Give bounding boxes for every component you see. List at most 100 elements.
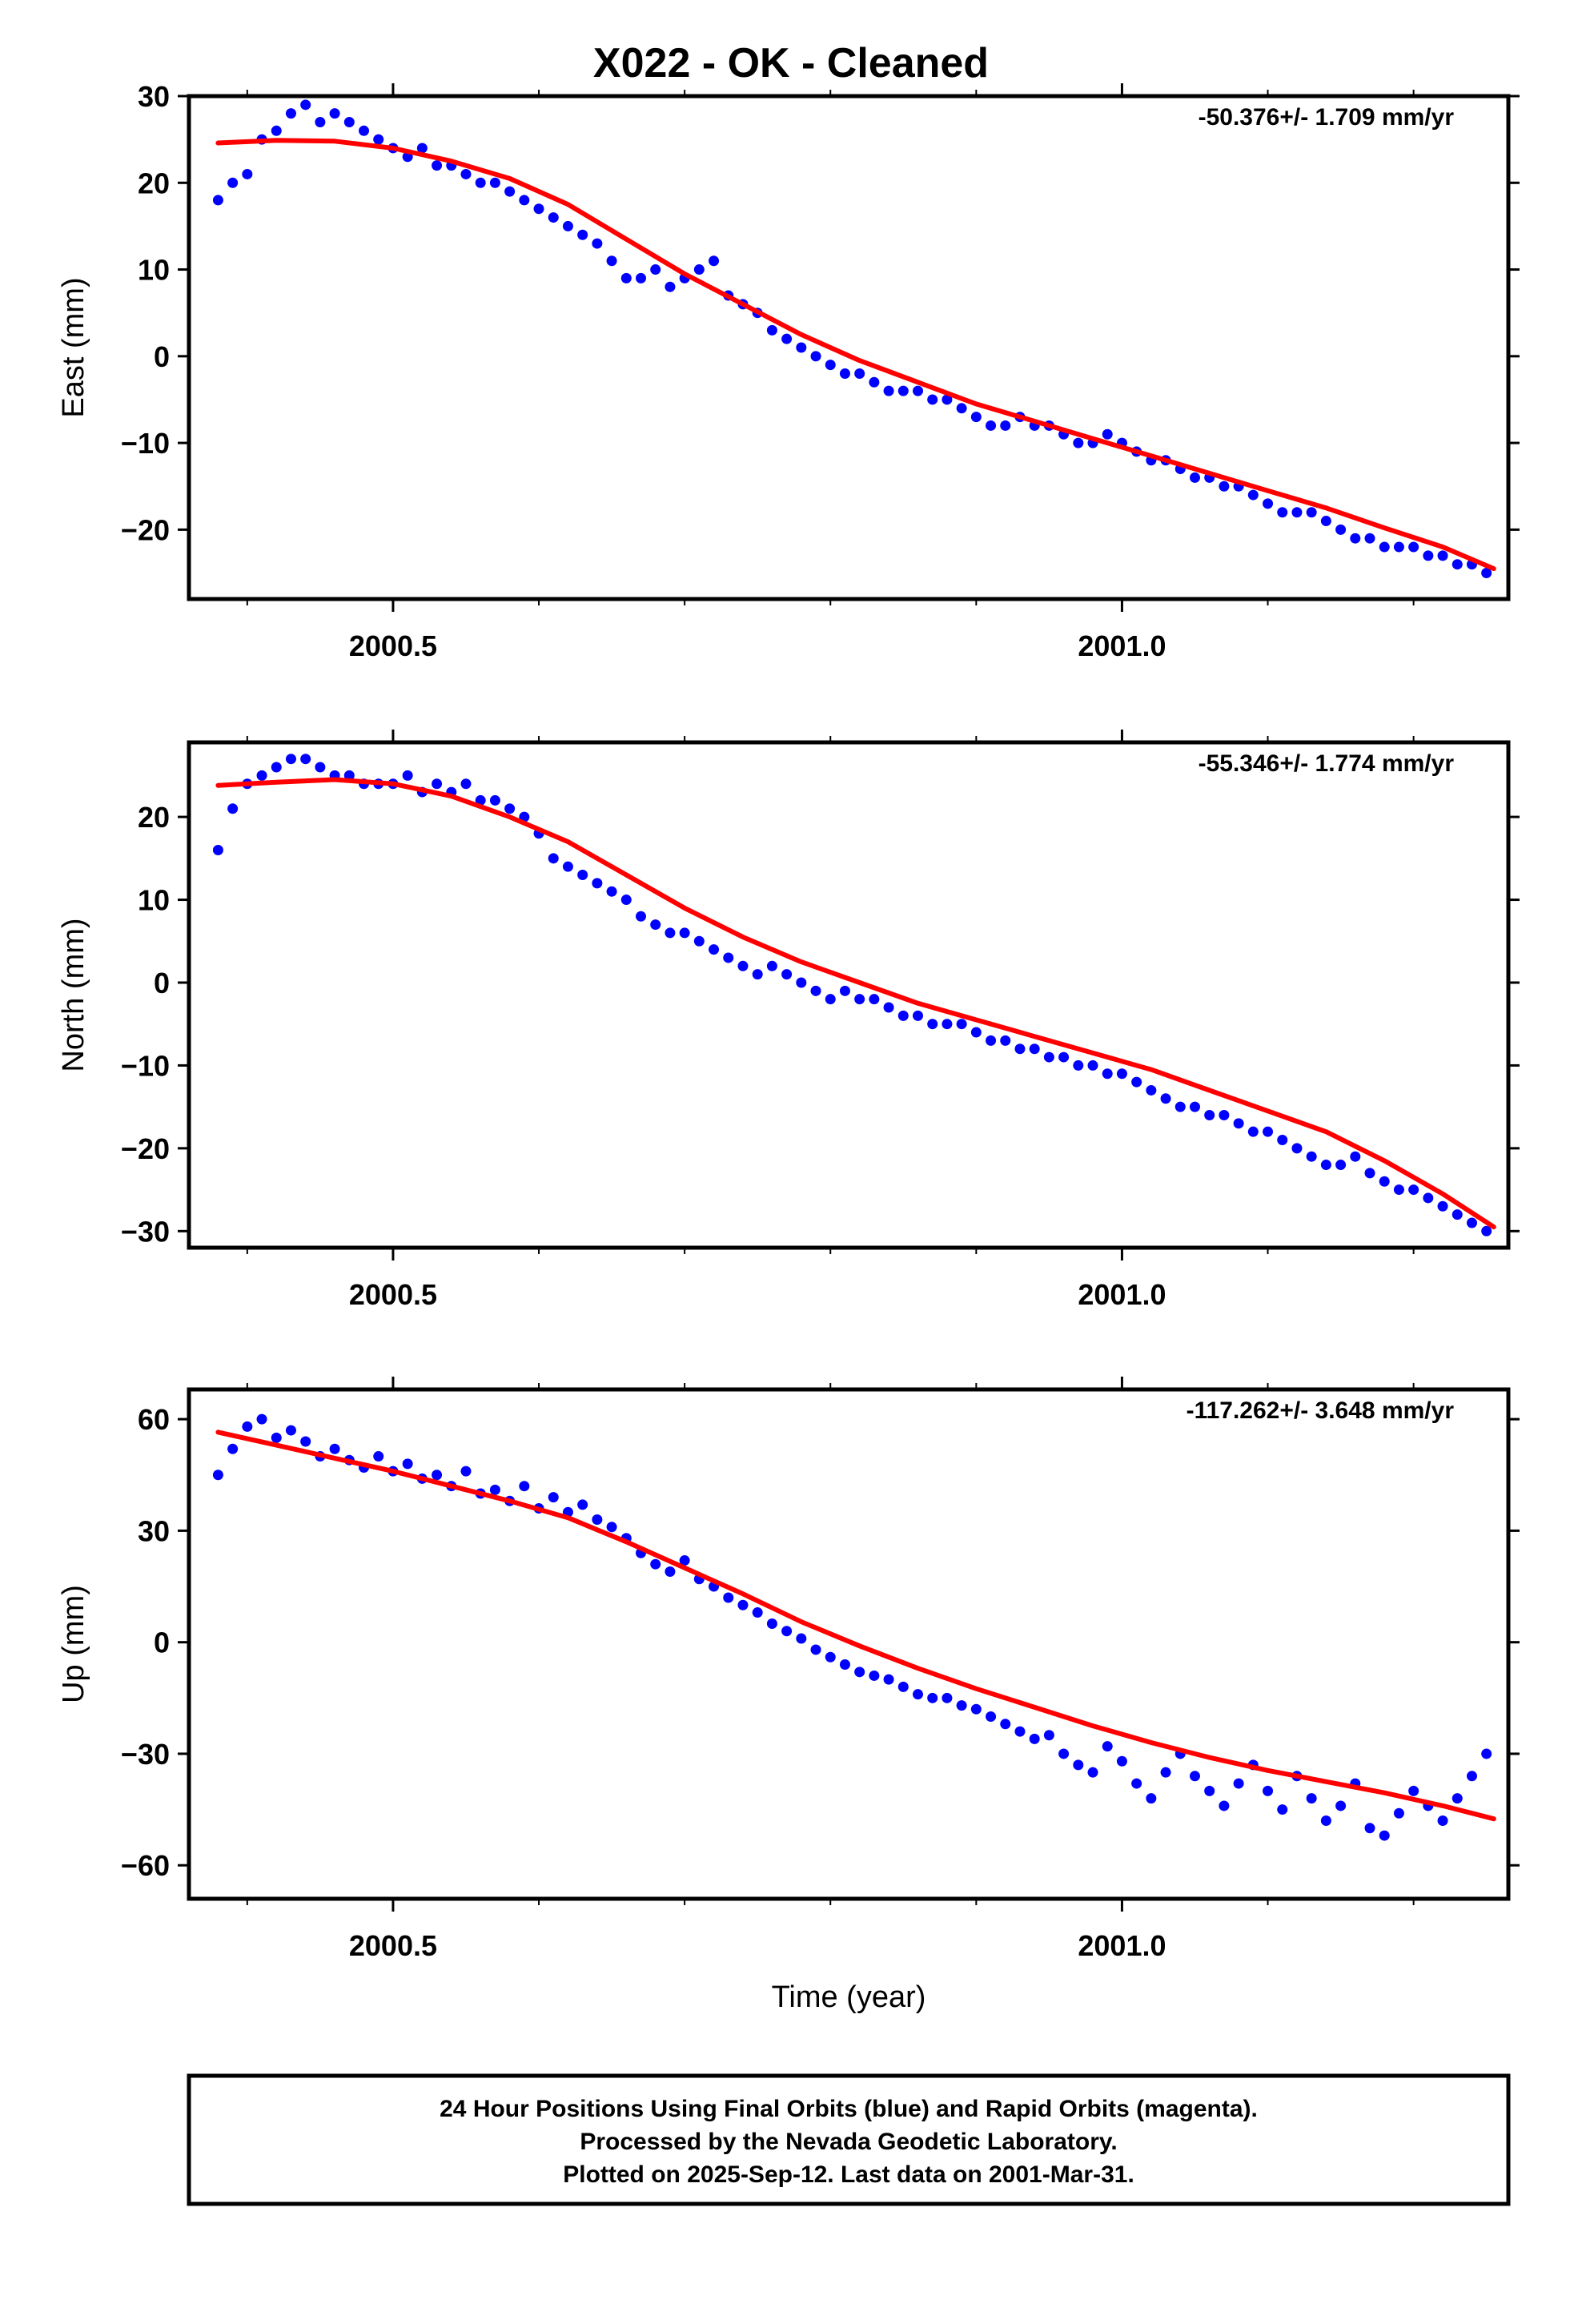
north-data-point bbox=[548, 853, 559, 864]
up-data-point bbox=[1263, 1785, 1274, 1796]
east-data-point bbox=[1452, 559, 1463, 570]
up-y-axis-label: Up (mm) bbox=[57, 1585, 90, 1703]
up-ytick-label: 0 bbox=[154, 1626, 170, 1659]
up-data-point bbox=[1029, 1733, 1040, 1744]
north-data-point bbox=[315, 762, 326, 773]
east-ytick-label: 0 bbox=[154, 340, 170, 373]
north-data-point bbox=[402, 770, 413, 781]
north-data-point bbox=[1043, 1051, 1054, 1063]
east-data-point bbox=[650, 264, 661, 275]
up-data-point bbox=[1408, 1785, 1419, 1796]
up-data-point bbox=[970, 1703, 982, 1715]
north-y-axis-label: North (mm) bbox=[57, 918, 90, 1072]
east-data-point bbox=[1247, 489, 1259, 501]
up-x-axis-label: Time (year) bbox=[772, 1980, 926, 2014]
up-ytick-label: −60 bbox=[121, 1849, 170, 1882]
east-data-point bbox=[606, 255, 617, 267]
north-data-point bbox=[1102, 1068, 1113, 1080]
up-data-point bbox=[737, 1599, 749, 1610]
up-data-point bbox=[1219, 1800, 1230, 1811]
north-data-point bbox=[956, 1019, 967, 1030]
east-data-point bbox=[1073, 437, 1084, 448]
up-data-point bbox=[752, 1607, 763, 1618]
east-data-point bbox=[359, 125, 370, 136]
north-data-point bbox=[504, 803, 516, 814]
east-data-point bbox=[1393, 541, 1404, 553]
up-data-point bbox=[766, 1618, 777, 1629]
east-data-point bbox=[1291, 507, 1303, 518]
east-data-point bbox=[1379, 541, 1390, 553]
east-data-point bbox=[271, 125, 282, 136]
north-data-point bbox=[1393, 1184, 1404, 1196]
up-xtick-label: 2001.0 bbox=[1078, 1929, 1166, 1962]
east-y-axis-label: East (mm) bbox=[57, 277, 90, 417]
north-data-point bbox=[970, 1027, 982, 1038]
east-data-point bbox=[810, 351, 821, 362]
north-data-point bbox=[562, 861, 573, 872]
north-data-point bbox=[650, 919, 661, 931]
north-data-point bbox=[271, 762, 282, 773]
east-data-point bbox=[329, 108, 340, 119]
north-data-point bbox=[781, 969, 793, 980]
north-data-point bbox=[942, 1019, 953, 1030]
up-data-point bbox=[577, 1499, 588, 1510]
north-ytick-label: −30 bbox=[121, 1215, 170, 1248]
up-data-point bbox=[912, 1689, 923, 1700]
east-ytick-label: −10 bbox=[121, 427, 170, 460]
north-data-point bbox=[1466, 1217, 1477, 1228]
east-data-point bbox=[709, 255, 720, 267]
north-data-point bbox=[839, 985, 850, 996]
up-data-point bbox=[329, 1443, 340, 1454]
east-data-point bbox=[883, 385, 894, 396]
up-data-point bbox=[606, 1522, 617, 1533]
up-data-point bbox=[1146, 1793, 1157, 1804]
up-data-point bbox=[1393, 1807, 1404, 1819]
up-data-point bbox=[679, 1555, 690, 1566]
east-data-point bbox=[854, 368, 865, 379]
east-data-point bbox=[592, 238, 603, 249]
up-data-point bbox=[1058, 1748, 1070, 1759]
north-data-point bbox=[475, 794, 486, 806]
east-data-point bbox=[1350, 533, 1361, 544]
up-data-point bbox=[1364, 1823, 1375, 1834]
up-data-point bbox=[1073, 1759, 1084, 1771]
up-panel: 60 30 0 −30 −60 2000.5 2001.0 Up (mm) Time (year… bbox=[57, 1377, 1520, 2014]
east-data-point bbox=[869, 376, 880, 388]
north-data-point bbox=[227, 803, 239, 814]
east-xtick-label: 2000.5 bbox=[349, 629, 437, 662]
north-data-point bbox=[665, 927, 676, 939]
up-data-point bbox=[723, 1592, 734, 1603]
north-data-point bbox=[212, 844, 223, 855]
east-data-point bbox=[504, 186, 516, 197]
east-xtick-label: 2001.0 bbox=[1078, 629, 1166, 662]
footer-line-3: Plotted on 2025-Sep-12. Last data on 200… bbox=[563, 2161, 1134, 2188]
up-data-point bbox=[402, 1458, 413, 1470]
north-data-point bbox=[986, 1035, 997, 1046]
north-data-point bbox=[1452, 1209, 1463, 1220]
east-data-point bbox=[1335, 524, 1347, 535]
north-xtick-label: 2000.5 bbox=[349, 1278, 437, 1311]
east-data-point bbox=[489, 177, 500, 188]
up-data-point bbox=[1160, 1767, 1171, 1778]
up-data-point bbox=[271, 1432, 282, 1443]
up-data-point bbox=[285, 1425, 296, 1436]
north-data-point bbox=[1320, 1160, 1331, 1171]
north-data-point bbox=[854, 994, 865, 1005]
east-data-point bbox=[1320, 516, 1331, 527]
east-data-point bbox=[839, 368, 850, 379]
east-ytick-label: 20 bbox=[138, 167, 170, 199]
north-data-point bbox=[1058, 1051, 1070, 1063]
north-data-point bbox=[1204, 1109, 1215, 1120]
east-data-point bbox=[665, 281, 676, 292]
footer-box: 24 Hour Positions Using Final Orbits (bl… bbox=[187, 2073, 1511, 2206]
up-data-point bbox=[1481, 1748, 1492, 1759]
north-ytick-label: 10 bbox=[138, 884, 170, 917]
north-data-point bbox=[927, 1019, 938, 1030]
east-data-point bbox=[548, 212, 559, 223]
east-data-point bbox=[766, 324, 777, 336]
north-data-point bbox=[1247, 1126, 1259, 1137]
up-data-point bbox=[665, 1566, 676, 1577]
up-fit-line bbox=[215, 1429, 1496, 1822]
up-data-point bbox=[1204, 1785, 1215, 1796]
east-data-point bbox=[1437, 550, 1448, 561]
